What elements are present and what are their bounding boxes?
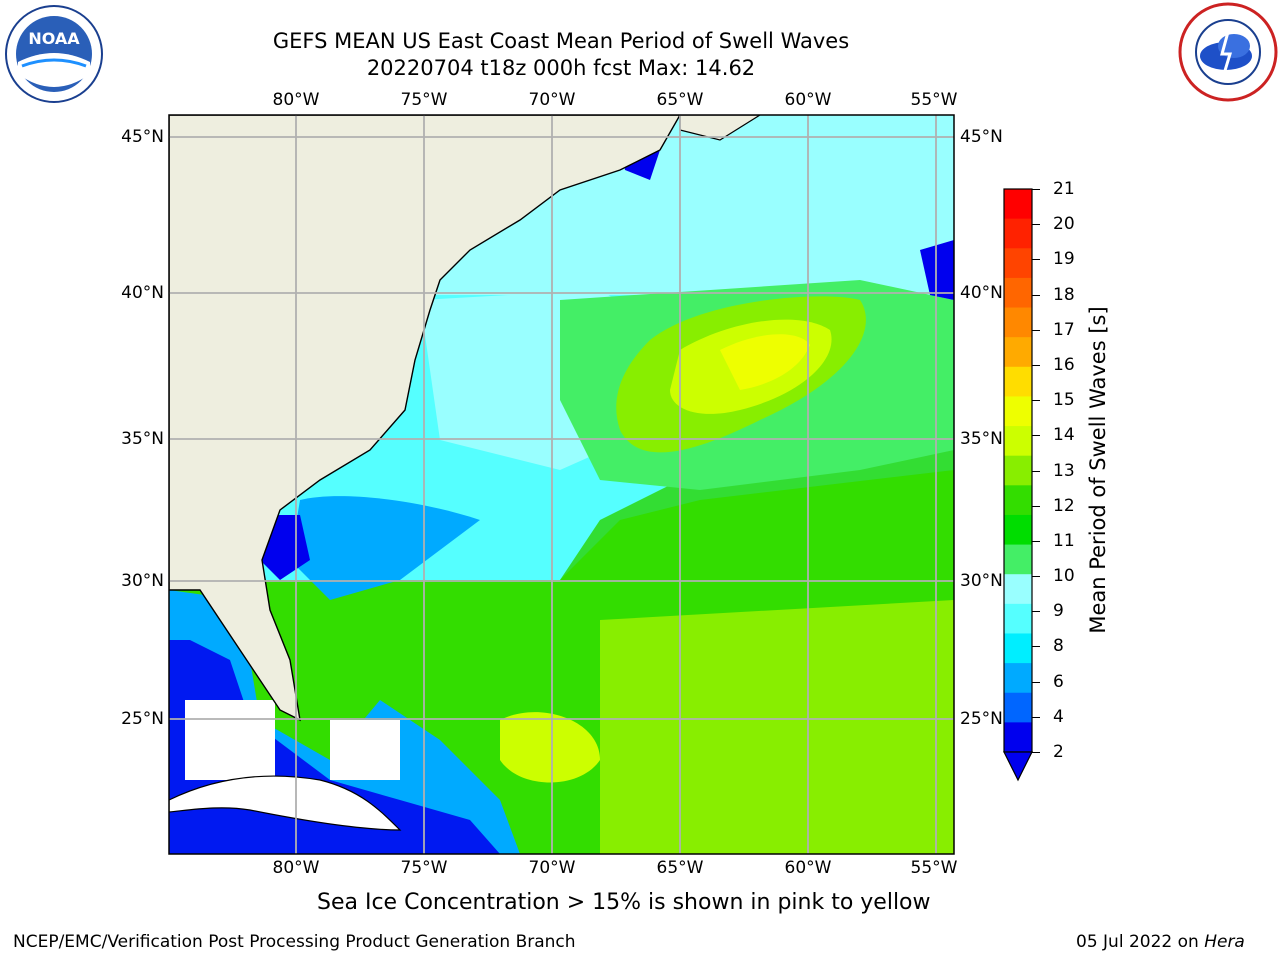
colorbar-tick-label: 2 [1053,742,1064,762]
page-title: GEFS MEAN US East Coast Mean Period of S… [272,29,850,53]
colorbar-tick-label: 21 [1053,179,1075,199]
colorbar-swatch [1004,544,1032,575]
colorbar-tick-mark [1032,681,1040,683]
colorbar-swatch [1004,426,1032,457]
lon-label-bottom-65w: 65°W [656,858,704,878]
colorbar-swatch [1004,633,1032,664]
lat-label-right-30n: 30°N [960,571,1003,591]
colorbar-swatch [1004,485,1032,516]
footer-date: 05 Jul 2022 on Hera [1076,932,1245,952]
lat-label-right-35n: 35°N [960,429,1003,449]
colorbar-tick-label: 4 [1053,706,1064,727]
colorbar-tick-label: 10 [1053,566,1075,587]
lat-label-right-45n: 45°N [960,127,1003,147]
deep-blue-patch-ne [920,240,954,300]
colorbar-tick-mark [1032,259,1040,261]
colorbar-swatch [1004,514,1032,546]
colorbar-tick-label: 15 [1053,390,1075,411]
colorbar-tick-mark [1032,364,1040,366]
map-gridlines [169,115,954,854]
colorbar-swatch [1004,366,1032,397]
colorbar-tick-mark [1032,752,1040,753]
lon-label-bottom-55w: 55°W [910,858,958,878]
colorbar-tick-label: 6 [1053,671,1064,692]
sea-ice-note: Sea Ice Concentration > 15% is shown in … [317,890,931,915]
colorbar-swatch [1004,218,1032,249]
lon-label-top-55w: 55°W [910,90,958,110]
colorbar [1003,188,1033,782]
lime-patch-south [500,712,600,783]
colorbar-swatch [1004,248,1032,279]
svg-text:NOAA: NOAA [28,29,80,48]
lat-label-left-40n: 40°N [121,283,164,303]
colorbar-tick-mark [1032,540,1040,542]
cuba-outline [169,775,402,831]
colorbar-tick-label: 20 [1053,214,1075,235]
missing-data-bahamas [330,720,400,780]
max-zone [720,334,810,390]
colorbar-tick-label: 17 [1053,319,1075,340]
page-subtitle: 20220704 t18z 000h fcst Max: 14.62 [366,56,756,80]
colorbar-tick-mark [1032,505,1040,507]
lat-label-right-40n: 40°N [960,283,1003,303]
colorbar-tick-mark [1032,435,1040,437]
colorbar-tick-label: 8 [1053,636,1064,657]
colorbar-tick-mark [1032,576,1040,578]
colorbar-tick-label: 11 [1053,530,1075,551]
lat-label-left-35n: 35°N [121,429,164,449]
lon-label-bottom-80w: 80°W [272,858,320,878]
colorbar-tick-label: 16 [1053,354,1075,375]
colorbar-min-arrow [1003,751,1033,782]
colorbar-tick-label: 18 [1053,284,1075,305]
lat-label-left-25n: 25°N [121,709,164,729]
lon-label-bottom-70w: 70°W [528,858,576,878]
missing-data-cuba [185,700,275,780]
lon-label-top-70w: 70°W [528,90,576,110]
noaa-logo-icon: NOAA [4,4,104,104]
colorbar-tick-label: 14 [1053,425,1075,446]
colorbar-tick-mark [1032,400,1040,402]
colorbar-swatch [1004,455,1032,486]
colorbar-swatch [1004,189,1032,220]
colorbar-tick-mark [1032,189,1040,190]
colorbar-swatch [1004,692,1032,723]
lon-label-top-80w: 80°W [272,90,320,110]
colorbar-swatch [1004,337,1032,368]
nws-logo-icon [1176,2,1280,102]
colorbar-tick-mark [1032,294,1040,296]
lon-label-top-60w: 60°W [784,90,832,110]
lon-label-top-75w: 75°W [400,90,448,110]
colorbar-swatch [1004,574,1032,605]
colorbar-tick-mark [1032,611,1040,613]
colorbar-tick-label: 13 [1053,460,1075,481]
colorbar-swatch [1004,277,1032,309]
colorbar-tick-mark [1032,716,1040,718]
lat-label-left-45n: 45°N [121,127,164,147]
lat-label-left-30n: 30°N [121,571,164,591]
colorbar-swatch [1004,722,1032,753]
blue-patch-florida [290,496,480,600]
footer-host: Hera [1204,932,1245,952]
colorbar-tick-label: 9 [1053,601,1064,622]
colorbar-tick-label: 19 [1053,249,1075,270]
colorbar-tick-mark [1032,470,1040,472]
lon-label-bottom-60w: 60°W [784,858,832,878]
colorbar-swatch [1004,663,1032,694]
colorbar-swatch [1004,396,1032,427]
colorbar-tick-mark [1032,646,1040,648]
footer-date-text: 05 Jul 2022 on [1076,932,1205,952]
lime-zone-south [600,600,954,854]
colorbar-tick-mark [1032,224,1040,226]
colorbar-label: Mean Period of Swell Waves [s] [1086,306,1110,634]
colorbar-swatch [1004,307,1032,338]
lon-label-top-65w: 65°W [656,90,704,110]
colorbar-tick-label: 12 [1053,495,1075,516]
map-frame [168,114,955,855]
footer-credit: NCEP/EMC/Verification Post Processing Pr… [13,932,576,952]
lon-label-bottom-75w: 75°W [400,858,448,878]
lat-label-right-25n: 25°N [960,709,1003,729]
colorbar-swatch [1004,603,1032,634]
colorbar-tick-mark [1032,329,1040,331]
